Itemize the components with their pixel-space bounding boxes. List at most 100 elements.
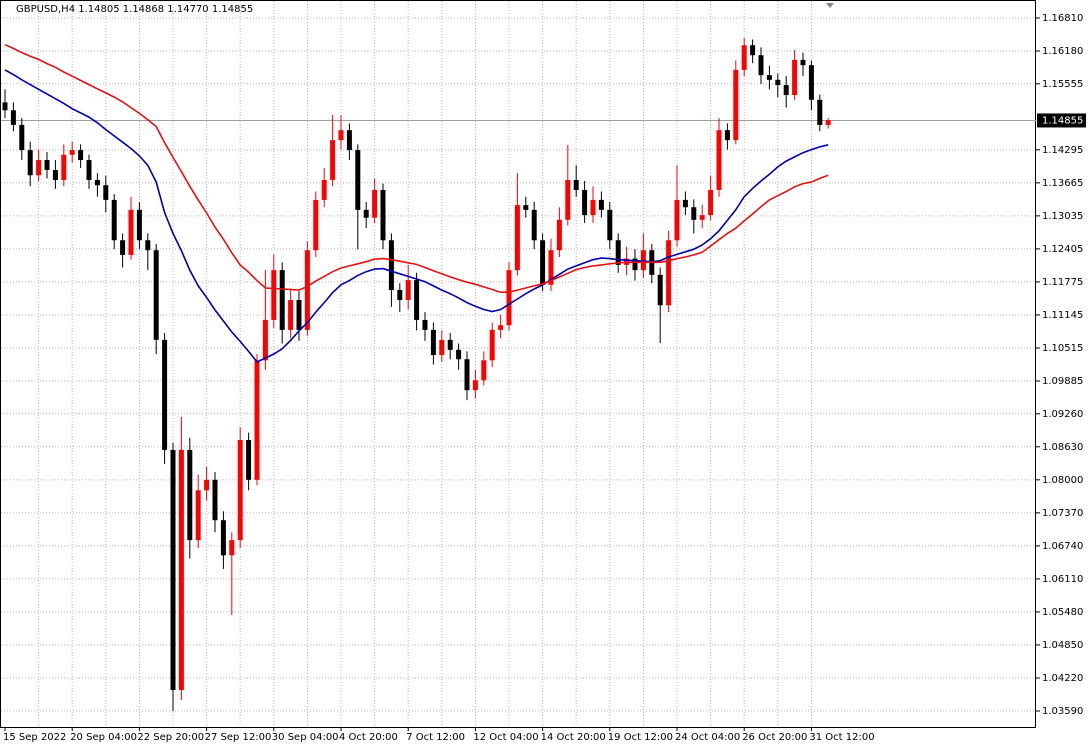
x-tick-label: 30 Sep 04:00 (272, 732, 339, 743)
candle-body (187, 449, 193, 541)
candle-body (565, 179, 571, 220)
y-tick-label: 1.11145 (1042, 310, 1083, 321)
candle-body (733, 69, 739, 141)
candle-body (397, 290, 403, 301)
x-tick-label: 15 Sep 2022 (3, 732, 66, 743)
candle-body (792, 59, 798, 96)
candle-body (346, 130, 352, 151)
y-tick-label: 1.13035 (1042, 211, 1083, 222)
y-tick-label: 1.11775 (1042, 277, 1083, 288)
candle-body (111, 199, 117, 241)
moving-average-line (4, 43, 829, 293)
candle-body (456, 349, 462, 360)
candle-body (237, 439, 243, 541)
candle-body (246, 439, 252, 480)
y-tick-label: 1.09260 (1042, 409, 1083, 420)
candle-body (498, 325, 504, 330)
candle-body (783, 85, 789, 96)
y-tick-label: 1.16810 (1042, 13, 1083, 24)
candle-body (355, 150, 361, 210)
x-tick-label: 20 Sep 04:00 (70, 732, 137, 743)
candle-body (69, 150, 75, 155)
candle-body (481, 360, 487, 381)
candle-body (489, 329, 495, 361)
candle-body (682, 199, 688, 208)
candle-body (666, 240, 672, 306)
plot-frame (0, 0, 1036, 728)
candle-body (439, 339, 445, 356)
candle-body (531, 209, 537, 241)
candle-body (506, 270, 512, 326)
candle-body (380, 189, 386, 241)
candle-body (775, 79, 781, 86)
y-tick-label: 1.12405 (1042, 244, 1083, 255)
candle-body (447, 339, 453, 350)
candle-body (540, 240, 546, 285)
candle-body (153, 250, 159, 340)
candle-body (422, 319, 428, 330)
candle-body (674, 199, 680, 241)
candle-body (708, 189, 714, 216)
candle-body (330, 140, 336, 180)
candle-body (162, 339, 168, 450)
candle-body (94, 179, 100, 186)
candle-body (598, 199, 604, 210)
last-price-box (1037, 113, 1086, 128)
y-tick-label: 1.15555 (1042, 79, 1083, 90)
candle-body (615, 240, 621, 265)
x-tick-label: 19 Oct 12:00 (608, 732, 673, 743)
candle-body (657, 274, 663, 306)
candle-body (363, 209, 369, 218)
candle-body (296, 300, 302, 330)
candle-body (556, 219, 562, 251)
candle-body (632, 258, 638, 271)
x-tick-label: 22 Sep 20:00 (137, 732, 204, 743)
y-tick-label: 1.14295 (1042, 145, 1083, 156)
y-tick-label: 1.05480 (1042, 607, 1083, 618)
y-tick-label: 1.16180 (1042, 46, 1083, 57)
candle-body (523, 205, 529, 210)
candle-body (321, 179, 327, 200)
candle-body (288, 300, 294, 330)
candle-body (212, 479, 218, 521)
candle-body (430, 329, 436, 356)
candle-body (808, 65, 814, 100)
candle-body (716, 130, 722, 190)
candle-body (279, 270, 285, 330)
candle-body (254, 360, 260, 480)
chart-title: GBPUSD,H4 1.14805 1.14868 1.14770 1.1485… (16, 4, 253, 15)
y-tick-label: 1.06740 (1042, 541, 1083, 552)
x-tick-label: 31 Oct 12:00 (809, 732, 874, 743)
candle-body (405, 280, 411, 301)
candle-body (170, 449, 176, 691)
candle-body (229, 540, 235, 556)
x-tick-label: 14 Oct 20:00 (541, 732, 606, 743)
candle-body (44, 160, 50, 171)
last-price-label: 1.14855 (1042, 115, 1083, 126)
candle-body (699, 215, 705, 220)
x-tick-label: 7 Oct 12:00 (406, 732, 465, 743)
candle-body (128, 209, 134, 255)
candle-body (741, 45, 747, 70)
candle-body (195, 490, 201, 541)
y-tick-label: 1.13665 (1042, 178, 1083, 189)
y-tick-label: 1.10515 (1042, 343, 1083, 354)
candle-body (590, 199, 596, 216)
y-tick-label: 1.07370 (1042, 508, 1083, 519)
candle-body (800, 59, 806, 66)
candle-body (220, 520, 226, 556)
candle-body (36, 160, 42, 176)
candle-body (178, 449, 184, 691)
y-tick-label: 1.09885 (1042, 376, 1083, 387)
candle-body (262, 319, 268, 361)
candle-body (414, 280, 420, 320)
candle-body (372, 189, 378, 218)
candle-body (338, 130, 344, 141)
candle-body (19, 124, 25, 151)
y-tick-label: 1.08630 (1042, 442, 1083, 453)
candle-body (78, 150, 84, 161)
candle-body (52, 170, 58, 180)
x-tick-label: 12 Oct 04:00 (473, 732, 538, 743)
